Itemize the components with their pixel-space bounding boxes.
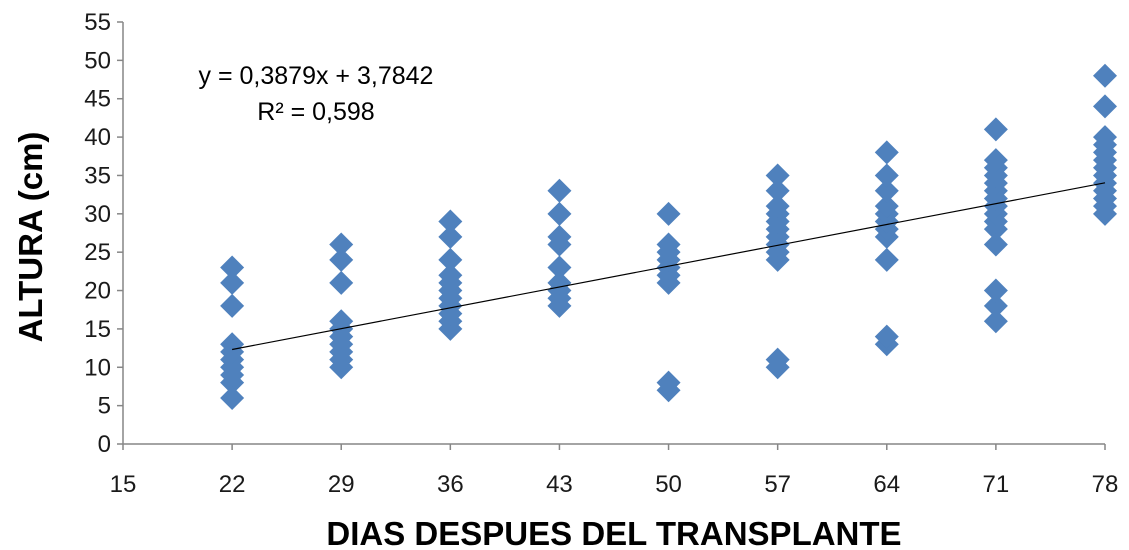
y-tick-label: 45 [84,86,111,113]
data-point [547,178,572,203]
y-tick-label: 35 [84,162,111,189]
data-point [765,347,790,372]
data-point [874,140,899,165]
y-tick-label: 25 [84,239,111,266]
x-axis-title: DIAS DESPUES DEL TRANSPLANTE [326,515,901,550]
x-tick-label: 71 [983,471,1010,498]
y-tick-label: 30 [84,201,111,228]
data-point [1093,63,1117,88]
y-tick-label: 50 [84,47,111,74]
x-tick-label: 15 [110,471,137,498]
data-point [874,194,899,219]
data-point [656,232,681,257]
data-point [1093,125,1117,150]
x-tick-label: 64 [873,471,900,498]
data-point [656,370,681,395]
x-tick-label: 22 [219,471,246,498]
x-tick-label: 43 [546,471,573,498]
data-point [874,324,899,349]
x-tick-label: 36 [437,471,464,498]
data-point [983,232,1008,257]
r-squared-label: R² = 0,598 [257,98,374,126]
data-point [220,385,245,410]
x-tick-label: 29 [328,471,355,498]
data-points [220,63,1117,410]
data-point [438,224,463,249]
y-tick-label: 10 [84,354,111,381]
data-point [765,178,790,203]
data-point [220,255,245,280]
data-point [329,247,354,272]
data-point [983,293,1008,318]
y-axis-title: ALTURA (cm) [12,132,49,343]
data-point [547,224,572,249]
y-tick-labels: 0 5 10 15 20 25 30 35 40 45 50 55 [84,9,111,458]
data-point [874,247,899,272]
data-point [656,201,681,226]
data-point [874,163,899,188]
data-point [220,270,245,295]
x-tick-label: 57 [764,471,791,498]
trendline-equation: y = 0,3879x + 3,7842 [199,62,434,90]
x-tick-label: 78 [1092,471,1119,498]
data-point [220,293,245,318]
data-point [765,163,790,188]
axes [117,21,1106,450]
data-point [220,332,245,357]
data-point [547,255,572,280]
data-point [438,209,463,234]
data-point [329,232,354,257]
data-point [329,270,354,295]
data-point [547,270,572,295]
data-point [983,278,1008,303]
trendline [231,182,1106,351]
data-point [1093,94,1117,119]
y-tick-label: 0 [98,431,111,458]
data-point [438,247,463,272]
data-point [438,263,463,288]
trendline-group [231,182,1106,351]
y-tick-label: 5 [98,393,111,420]
y-tick-label: 40 [84,124,111,151]
x-tick-label: 50 [655,471,682,498]
data-point [874,178,899,203]
data-point [983,148,1008,173]
y-tick-label: 55 [84,9,111,36]
data-point [983,117,1008,142]
data-point [765,194,790,219]
data-point [983,309,1008,334]
x-tick-labels: 15 22 29 36 43 50 57 64 71 78 [110,471,1119,498]
y-tick-label: 15 [84,316,111,343]
y-tick-label: 20 [84,278,111,305]
data-point [547,201,572,226]
